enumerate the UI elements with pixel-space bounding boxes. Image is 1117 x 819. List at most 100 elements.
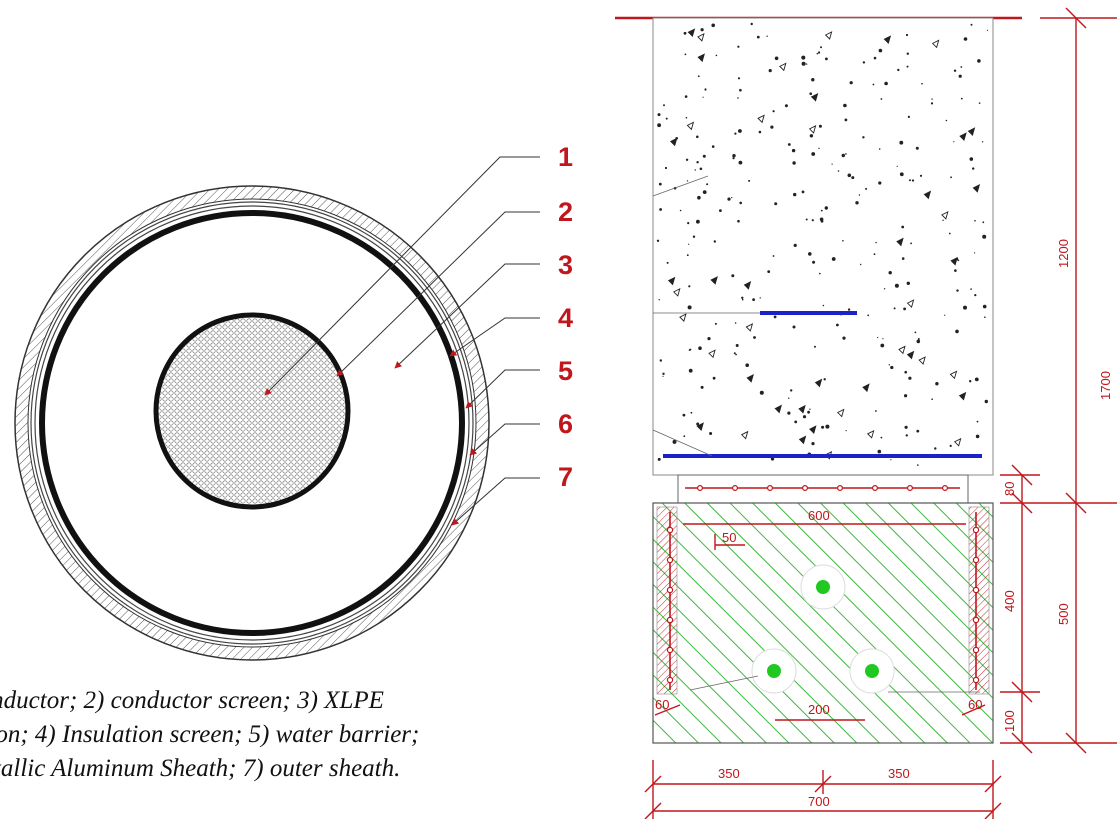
soil-speck — [893, 307, 896, 310]
cable-label-numbers: 1 2 3 4 5 6 7 — [558, 142, 573, 492]
dim-200: 200 — [808, 702, 830, 717]
soil-speck — [686, 254, 689, 257]
soil-speck — [899, 140, 904, 145]
soil-speck — [805, 218, 808, 221]
soil-speck — [662, 375, 664, 377]
backfill-soil — [652, 17, 994, 476]
soil-speck — [711, 145, 715, 148]
soil-speck — [888, 364, 890, 366]
soil-speck — [882, 338, 884, 340]
leader-6 — [469, 423, 540, 456]
soil-speck — [960, 66, 963, 68]
soil-speck — [916, 339, 921, 344]
label-5: 5 — [558, 356, 573, 386]
soil-speck — [916, 429, 920, 433]
aggregate-stone — [906, 299, 915, 308]
slab-rebar-dot — [941, 485, 948, 492]
soil-speck — [770, 457, 775, 461]
soil-speck — [685, 116, 688, 119]
soil-speck — [713, 240, 716, 243]
soil-speck — [679, 209, 682, 212]
soil-speck — [738, 160, 743, 165]
soil-speck — [931, 398, 933, 401]
aggregate-stone — [810, 92, 819, 102]
soil-speck — [953, 141, 955, 143]
soil-speck — [801, 55, 806, 60]
soil-speck — [865, 187, 868, 190]
aggregate-stone — [687, 28, 696, 38]
soil-speck — [836, 323, 839, 327]
soil-speck — [772, 110, 775, 113]
soil-speck — [688, 368, 693, 373]
soil-speck — [683, 435, 686, 438]
soil-speck — [735, 353, 737, 356]
soil-speck — [766, 35, 768, 37]
soil-speck — [739, 201, 742, 205]
soil-speck — [931, 98, 933, 100]
soil-speck — [982, 234, 987, 239]
soil-speck — [753, 336, 756, 339]
leader-7 — [451, 477, 540, 526]
soil-speck — [845, 153, 847, 155]
soil-speck — [697, 75, 700, 78]
soil-speck — [969, 380, 972, 383]
aggregate-stone — [953, 437, 962, 447]
soil-speck — [843, 103, 847, 108]
soil-speck — [682, 413, 686, 417]
soil-speck — [664, 166, 668, 170]
soil-speck — [704, 88, 707, 91]
soil-speck — [812, 260, 816, 264]
slab-rebar-dot — [731, 485, 738, 492]
aggregate-stone — [950, 256, 958, 266]
soil-speck — [982, 304, 987, 309]
soil-speck — [689, 348, 692, 351]
soil-speck — [877, 449, 882, 454]
soil-speck — [847, 308, 851, 311]
soil-speck — [903, 307, 906, 311]
soil-speck — [700, 385, 704, 389]
soil-speck — [844, 118, 848, 122]
dim-350-right: 350 — [888, 766, 910, 781]
soil-speck — [974, 252, 976, 254]
soil-speck — [917, 338, 920, 340]
soil-speck — [949, 444, 952, 447]
soil-speck — [696, 219, 700, 224]
soil-speck — [974, 220, 976, 222]
soil-speck — [816, 52, 819, 55]
soil-speck — [687, 305, 692, 310]
soil-speck — [818, 124, 822, 128]
aggregate-stone — [798, 435, 807, 445]
label-4: 4 — [558, 303, 573, 333]
soil-speck — [890, 365, 894, 370]
soil-speck — [666, 261, 669, 264]
soil-speck — [906, 52, 909, 55]
soil-speck — [899, 172, 904, 177]
soil-speck — [794, 420, 798, 424]
rebar-dot — [972, 646, 980, 654]
aluminum-sheath — [30, 201, 474, 645]
soil-speck — [911, 179, 915, 182]
rebar-dot — [972, 526, 980, 534]
soil-speck — [715, 54, 718, 57]
soil-speck — [808, 252, 812, 256]
aggregate-stone — [931, 39, 940, 49]
soil-speck — [894, 283, 899, 288]
soil-speck — [942, 219, 944, 221]
soil-speck — [809, 92, 812, 95]
caption-line-2: lation; 4) Insulation screen; 5) water b… — [0, 721, 420, 748]
dim-600: 600 — [808, 508, 830, 523]
aggregate-stone — [708, 349, 716, 359]
leader-2 — [336, 211, 540, 377]
soil-speck — [880, 98, 883, 100]
rebar-dot — [972, 616, 980, 624]
soil-speck — [802, 415, 807, 419]
caption-line-1: Conductor; 2) conductor screen; 3) XLPE — [0, 687, 384, 714]
rebar-dot — [666, 556, 674, 564]
soil-speck — [734, 322, 737, 324]
soil-speck — [768, 69, 772, 73]
soil-speck — [841, 153, 845, 158]
soil-speck — [905, 434, 908, 437]
dim-1700: 1700 — [1098, 371, 1113, 400]
soil-speck — [823, 378, 826, 381]
soil-speck — [745, 363, 749, 368]
